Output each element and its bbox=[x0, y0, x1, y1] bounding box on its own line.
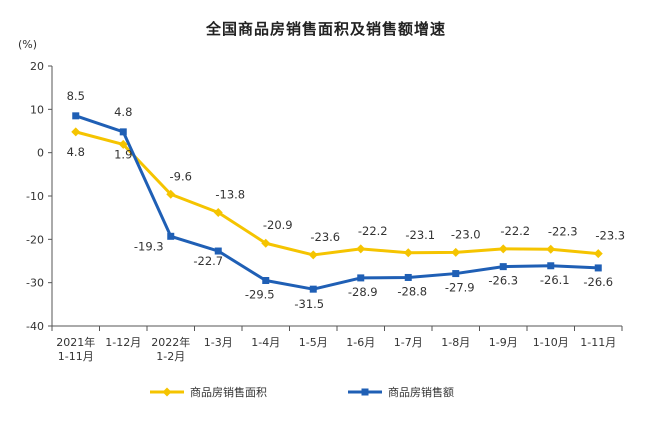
data-point bbox=[593, 249, 603, 259]
data-label: -29.5 bbox=[245, 288, 275, 302]
data-point bbox=[499, 263, 507, 271]
x-tick-label: 2021年 1-11月 bbox=[56, 335, 95, 363]
data-label: -22.2 bbox=[500, 224, 530, 238]
data-point bbox=[404, 273, 412, 281]
x-tick-label: 2022年 1-2月 bbox=[151, 335, 190, 363]
x-tick-label: 1-4月 bbox=[251, 336, 280, 349]
data-point bbox=[118, 139, 128, 149]
data-label: 1.9 bbox=[114, 147, 132, 161]
data-label: -22.7 bbox=[193, 254, 223, 268]
data-point bbox=[261, 238, 271, 248]
chart-title: 全国商品房销售面积及销售额增速 bbox=[205, 20, 446, 38]
data-label: 4.8 bbox=[67, 145, 85, 159]
series-layer bbox=[71, 112, 603, 293]
legend-marker bbox=[162, 387, 172, 397]
data-point bbox=[546, 244, 556, 254]
data-label: -26.3 bbox=[488, 274, 518, 288]
x-tick-label: 1-10月 bbox=[533, 336, 569, 349]
x-tick-label: 1-5月 bbox=[299, 336, 328, 349]
data-point bbox=[119, 128, 127, 136]
x-tick-label: 1-9月 bbox=[489, 336, 518, 349]
data-point bbox=[214, 247, 222, 255]
y-tick-label: -40 bbox=[26, 320, 44, 333]
data-label: -26.6 bbox=[583, 275, 613, 289]
data-point bbox=[356, 244, 366, 254]
y-tick-label: -20 bbox=[26, 233, 44, 246]
y-tick-label: 20 bbox=[30, 60, 44, 73]
legend-label: 商品房销售面积 bbox=[190, 385, 267, 399]
data-point bbox=[262, 277, 270, 284]
legend-label: 商品房销售额 bbox=[388, 385, 454, 399]
x-tick-label: 1-3月 bbox=[204, 336, 233, 349]
series-line-sales-amount bbox=[75, 114, 599, 291]
data-point bbox=[167, 232, 175, 240]
data-label: 8.5 bbox=[67, 89, 85, 103]
chart-legend: 商品房销售面积 商品房销售额 bbox=[150, 385, 454, 399]
chart-axes bbox=[51, 66, 622, 327]
data-label: -22.3 bbox=[548, 224, 578, 238]
data-label: -26.1 bbox=[540, 273, 570, 287]
y-tick-label: 10 bbox=[30, 103, 44, 116]
data-label: -23.6 bbox=[310, 230, 340, 244]
data-point bbox=[309, 285, 317, 293]
data-label: -23.3 bbox=[595, 229, 625, 243]
data-label: -9.6 bbox=[170, 169, 192, 183]
legend-item: 商品房销售额 bbox=[348, 385, 454, 399]
series-line-sales-area bbox=[75, 130, 599, 257]
x-tick-label: 1-11月 bbox=[580, 336, 616, 349]
data-point bbox=[452, 270, 460, 278]
data-point bbox=[308, 250, 318, 260]
x-tick-label: 1-12月 bbox=[105, 336, 141, 349]
data-label: 4.8 bbox=[114, 105, 132, 119]
x-tick-label: 1-8月 bbox=[441, 336, 470, 349]
data-point bbox=[357, 274, 365, 282]
data-label: -23.0 bbox=[451, 227, 481, 241]
y-tick-label: -30 bbox=[26, 277, 44, 290]
y-tick-label: 0 bbox=[37, 147, 44, 160]
data-point bbox=[213, 207, 223, 217]
legend-marker bbox=[361, 388, 369, 396]
data-label: -31.5 bbox=[294, 297, 324, 311]
data-point bbox=[547, 262, 555, 270]
legend-item: 商品房销售面积 bbox=[150, 385, 267, 399]
data-point bbox=[403, 248, 413, 258]
data-point bbox=[72, 112, 80, 120]
data-point bbox=[594, 264, 602, 272]
data-label: -20.9 bbox=[263, 218, 293, 232]
data-label: -22.2 bbox=[358, 224, 388, 238]
data-label: -28.8 bbox=[397, 284, 427, 298]
x-tick-label: 1-7月 bbox=[394, 336, 423, 349]
x-axis-ticks: 2021年 1-11月 1-12月 2022年 1-2月 1-3月 1-4月 1-5月 1-6月… bbox=[51, 326, 623, 363]
data-label: -19.3 bbox=[134, 239, 164, 253]
x-tick-label: 1-6月 bbox=[346, 336, 375, 349]
y-tick-label: -10 bbox=[26, 190, 44, 203]
data-point bbox=[166, 189, 176, 199]
y-axis-ticks: 20 10 0 -10 -20 -30 -40 bbox=[26, 60, 52, 333]
data-label: -28.9 bbox=[348, 285, 378, 299]
data-label: -27.9 bbox=[445, 281, 475, 295]
data-point bbox=[71, 127, 81, 137]
data-label: -13.8 bbox=[215, 187, 245, 201]
data-point bbox=[498, 244, 508, 254]
data-label: -23.1 bbox=[405, 228, 435, 242]
data-labels-layer: 4.8 1.9 -9.6 -13.8 -20.9 -23.6 -22.2 -23.1 -23.0… bbox=[67, 89, 626, 311]
data-point bbox=[451, 247, 461, 257]
y-axis-unit-label: (%) bbox=[18, 38, 37, 51]
